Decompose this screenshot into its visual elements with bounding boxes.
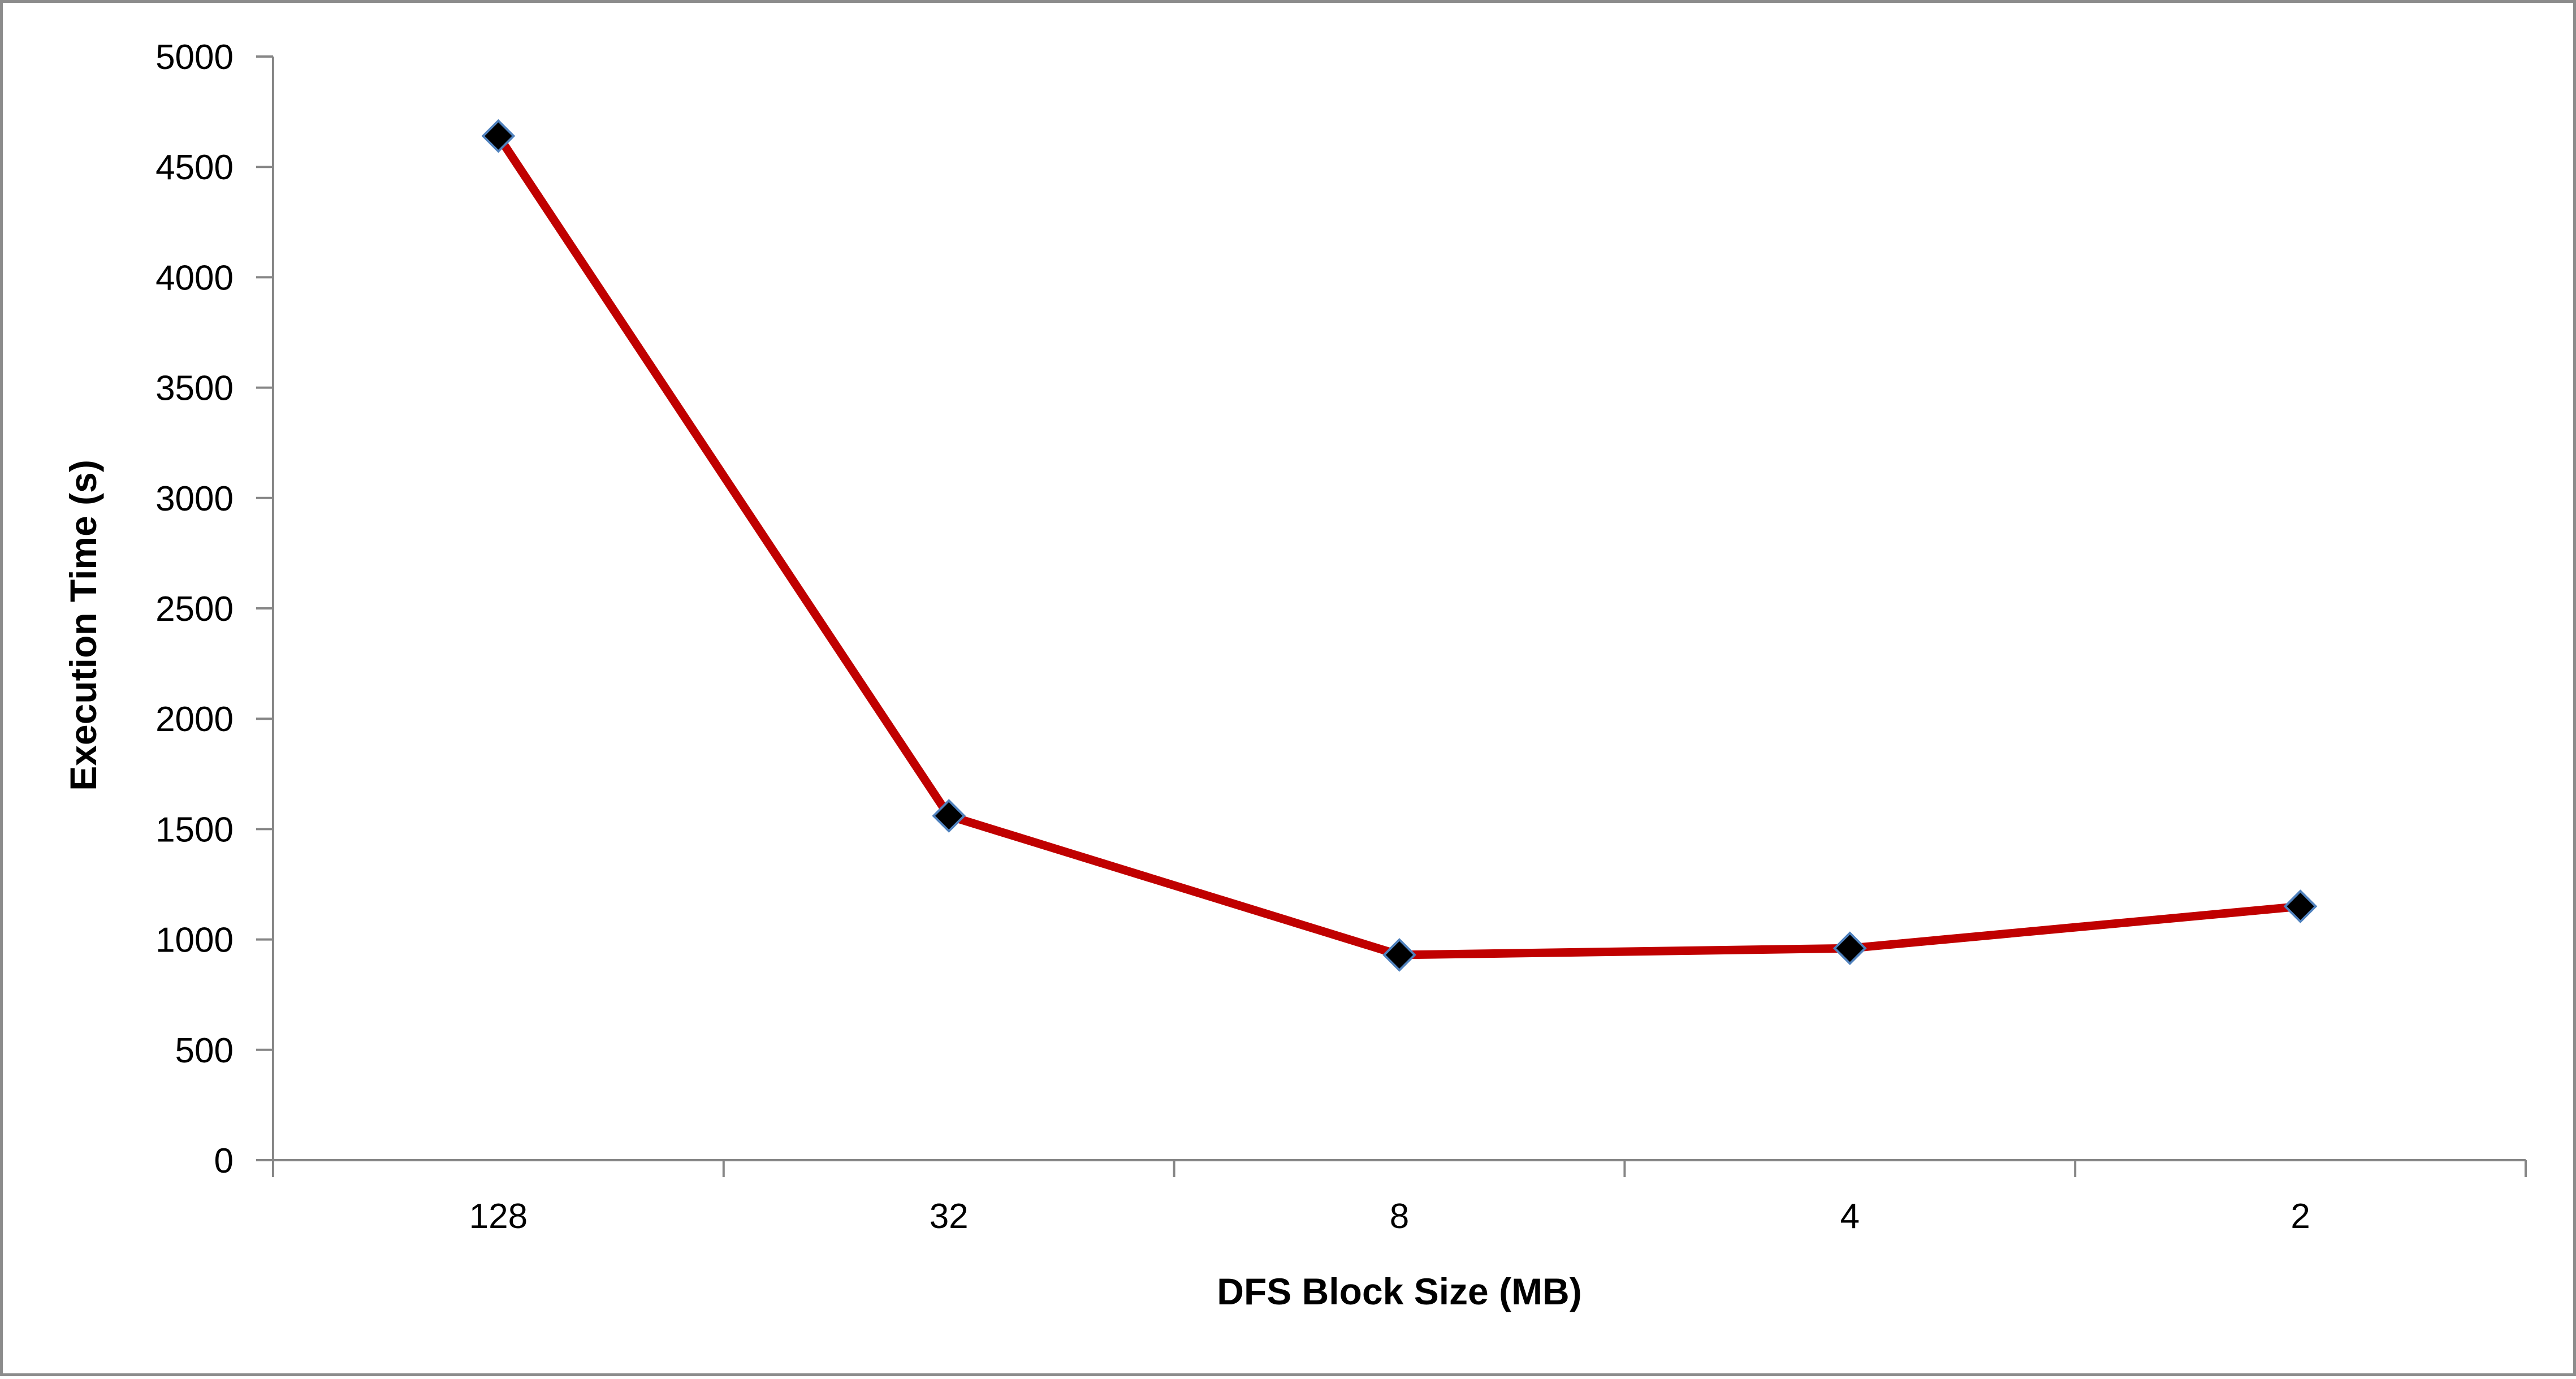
y-axis: 0 500 1000 1500 2000 2500 3000 3500 4000 4500 5000 bbox=[155, 38, 274, 1181]
x-tick-label: 32 bbox=[930, 1197, 969, 1236]
y-tick-label: 4000 bbox=[155, 258, 234, 297]
x-tick-label: 8 bbox=[1390, 1197, 1409, 1236]
y-tick-label: 500 bbox=[175, 1031, 234, 1070]
line-chart: 0 500 1000 1500 2000 2500 3000 3500 4000 4500 5000… bbox=[62, 38, 2527, 1312]
y-tick-label: 2000 bbox=[155, 700, 234, 739]
x-axis-title: DFS Block Size (MB) bbox=[1217, 1270, 1581, 1312]
y-tick-label: 5000 bbox=[155, 38, 234, 77]
data-point-marker bbox=[481, 119, 516, 153]
y-tick-label: 1500 bbox=[155, 810, 234, 849]
data-point-marker bbox=[932, 799, 966, 833]
series-layer bbox=[481, 119, 2318, 972]
x-axis: 128 32 8 4 2 bbox=[272, 1159, 2527, 1236]
series-line bbox=[494, 132, 2305, 959]
y-tick-label: 3000 bbox=[155, 479, 234, 518]
y-tick-label: 2500 bbox=[155, 590, 234, 629]
y-tick-label: 0 bbox=[214, 1142, 234, 1181]
data-point-marker bbox=[2283, 889, 2318, 923]
x-tick-label: 2 bbox=[2290, 1197, 2310, 1236]
y-tick-label: 4500 bbox=[155, 148, 234, 187]
data-point-marker bbox=[1382, 938, 1416, 972]
y-tick-label: 1000 bbox=[155, 921, 234, 960]
y-tick-label: 3500 bbox=[155, 369, 234, 408]
y-axis-title: Execution Time (s) bbox=[62, 460, 104, 791]
x-tick-label: 128 bbox=[469, 1197, 528, 1236]
x-tick-label: 4 bbox=[1840, 1197, 1860, 1236]
data-point-marker bbox=[1832, 931, 1867, 966]
